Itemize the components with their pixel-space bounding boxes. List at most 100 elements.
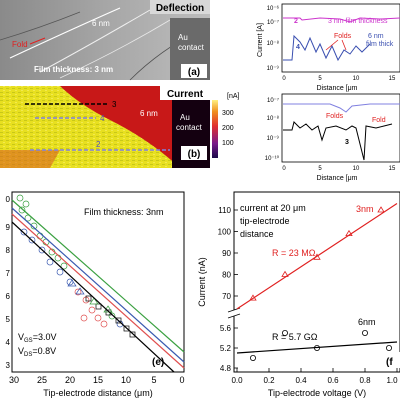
panel-letter-f: (f [386,357,393,368]
panel-c: Current [A] 10⁻⁶ 10⁻⁷ 10⁻⁸ 10⁻⁹ 0 5 10 1… [257,3,400,92]
label-3nm: 3nm [356,204,374,214]
x-tick: 10 [353,166,360,172]
folds-label: Folds [334,33,352,40]
x-tick-label: 1.0 [386,376,398,385]
x-tick-e: 5 [151,375,156,385]
x-tick-e: 0 [179,375,184,385]
colorbar-tick: 200 [222,125,234,132]
series-4-label: 4 [296,44,300,51]
y-tick-partial: 7 [6,269,11,278]
vds-annotation: VDS=0.8V [18,346,56,358]
x-tick-e: 10 [121,375,131,385]
annotation-line-2: tip-electrode [240,216,290,226]
label-6nm-f: 6nm [358,317,376,327]
x-tick-label: 0.4 [295,376,307,385]
x-ticks-f: 0.0 0.2 0.4 0.6 0.8 1.0 [231,368,398,385]
folds-arrow [341,39,347,51]
y-tick: 10⁻⁹ [267,135,280,142]
y-ticks-upper: 110 100 90 80 70 [218,206,238,301]
fit-line-green [11,199,185,353]
panel-letter-e: (e) [152,357,164,368]
x-tick-label: 0.6 [327,376,339,385]
y-tick-partial: 9 [6,223,11,232]
x-tick-e: 30 [9,375,19,385]
fit-label-3nm: R = 23 MΩ [272,248,316,258]
header-box [150,0,210,14]
line-label-2: 2 [96,140,101,149]
panel-e: 0 9 8 7 6 5 4 3 [6,191,185,398]
panel-letter-b: (b) [188,149,201,160]
y-tick-partial: 3 [6,361,11,370]
x-tick: 15 [389,76,396,82]
x-tick: 10 [353,76,360,82]
panel-letter-box-f [384,352,400,368]
film-thickness-annotation: Film thickness: 3nm [84,207,164,217]
x-axis-label-e: Tip-electrode distance (μm) [43,388,152,398]
data-point-6nm [385,344,392,351]
data-point-6nm [249,354,256,361]
y-tick-label: 5.2 [220,344,232,353]
folds-label-d: Folds [326,113,344,120]
line-label-4: 4 [100,114,105,123]
series-4-line [283,34,371,62]
panel-a: Deflection 6 nm Au contact Fold Film thi… [0,0,210,81]
label-au: Au [178,33,188,42]
x-tick-label: 0.0 [231,376,243,385]
deflection-header: Deflection [156,3,204,14]
fold-streak [9,7,121,59]
panel-letter-box [181,64,207,78]
plot-frame-d [281,93,400,163]
current-header: Current [167,89,204,100]
fold-streak [39,9,151,73]
vgs-annotation: VGS=3.0V [18,332,56,344]
panel-b: Current 3 4 2 6 nm Au contact (b) [nA] 3… [0,86,240,168]
folds-arrow [325,39,339,51]
upper-series-line [283,103,400,113]
y-tick-partial: 5 [6,315,11,324]
label-fold: Fold [12,40,28,49]
header-box-b [160,86,210,100]
colorbar-tick: 100 [222,140,234,147]
fold-arrow [29,37,46,45]
x-tick: 15 [389,166,396,172]
label-contact: contact [178,43,205,52]
axis-break [228,310,240,316]
data-point-3nm [377,206,385,213]
data-point-6nm [281,329,288,336]
fit-line-black [11,221,175,373]
fit-line-blue [11,207,185,363]
label-6nm-b: 6 nm [140,109,158,118]
x-tick: 0 [282,166,286,172]
y-tick-partial: 6 [6,292,11,301]
x-tick-e: 25 [37,375,47,385]
y-tick: 10⁻⁷ [267,19,279,26]
fit-line-6nm [236,341,398,354]
colorbar-unit: [nA] [227,93,240,100]
y-tick: 10⁻⁸ [267,115,280,122]
x-tick-e: 20 [65,375,75,385]
fit-line-red [11,213,185,369]
y-tick-partial: 8 [6,246,11,255]
panel-letter-a: (a) [188,67,200,78]
x-axis-label-d: Distance [μm [317,175,358,182]
x-tick-e: 15 [93,375,103,385]
fit-line-3nm [236,203,398,310]
fit-label-6nm: R = 5.7 GΩ [272,332,318,342]
series-2-label: 2 [294,18,298,25]
series-2-text: 3 nm film thickness [328,18,388,25]
plot-frame-f [233,191,400,373]
y-tick-label: 5.6 [220,324,232,333]
data-point-3nm [249,294,257,301]
panel-letter-box-b [181,146,207,160]
colorbar-tick: 300 [222,110,234,117]
line-label-3: 3 [112,100,117,109]
fold-label-d: Fold [372,117,386,124]
series-2-line [283,17,400,23]
x-tick: 5 [318,76,322,82]
y-axis-label: Current [A] [257,23,264,57]
panel-d: 10⁻⁷ 10⁻⁸ 10⁻⁹ 10⁻¹⁰ 0 5 10 15 Distance … [265,93,400,182]
y-tick: 10⁻⁸ [267,40,280,47]
data-point-6nm [313,344,320,351]
